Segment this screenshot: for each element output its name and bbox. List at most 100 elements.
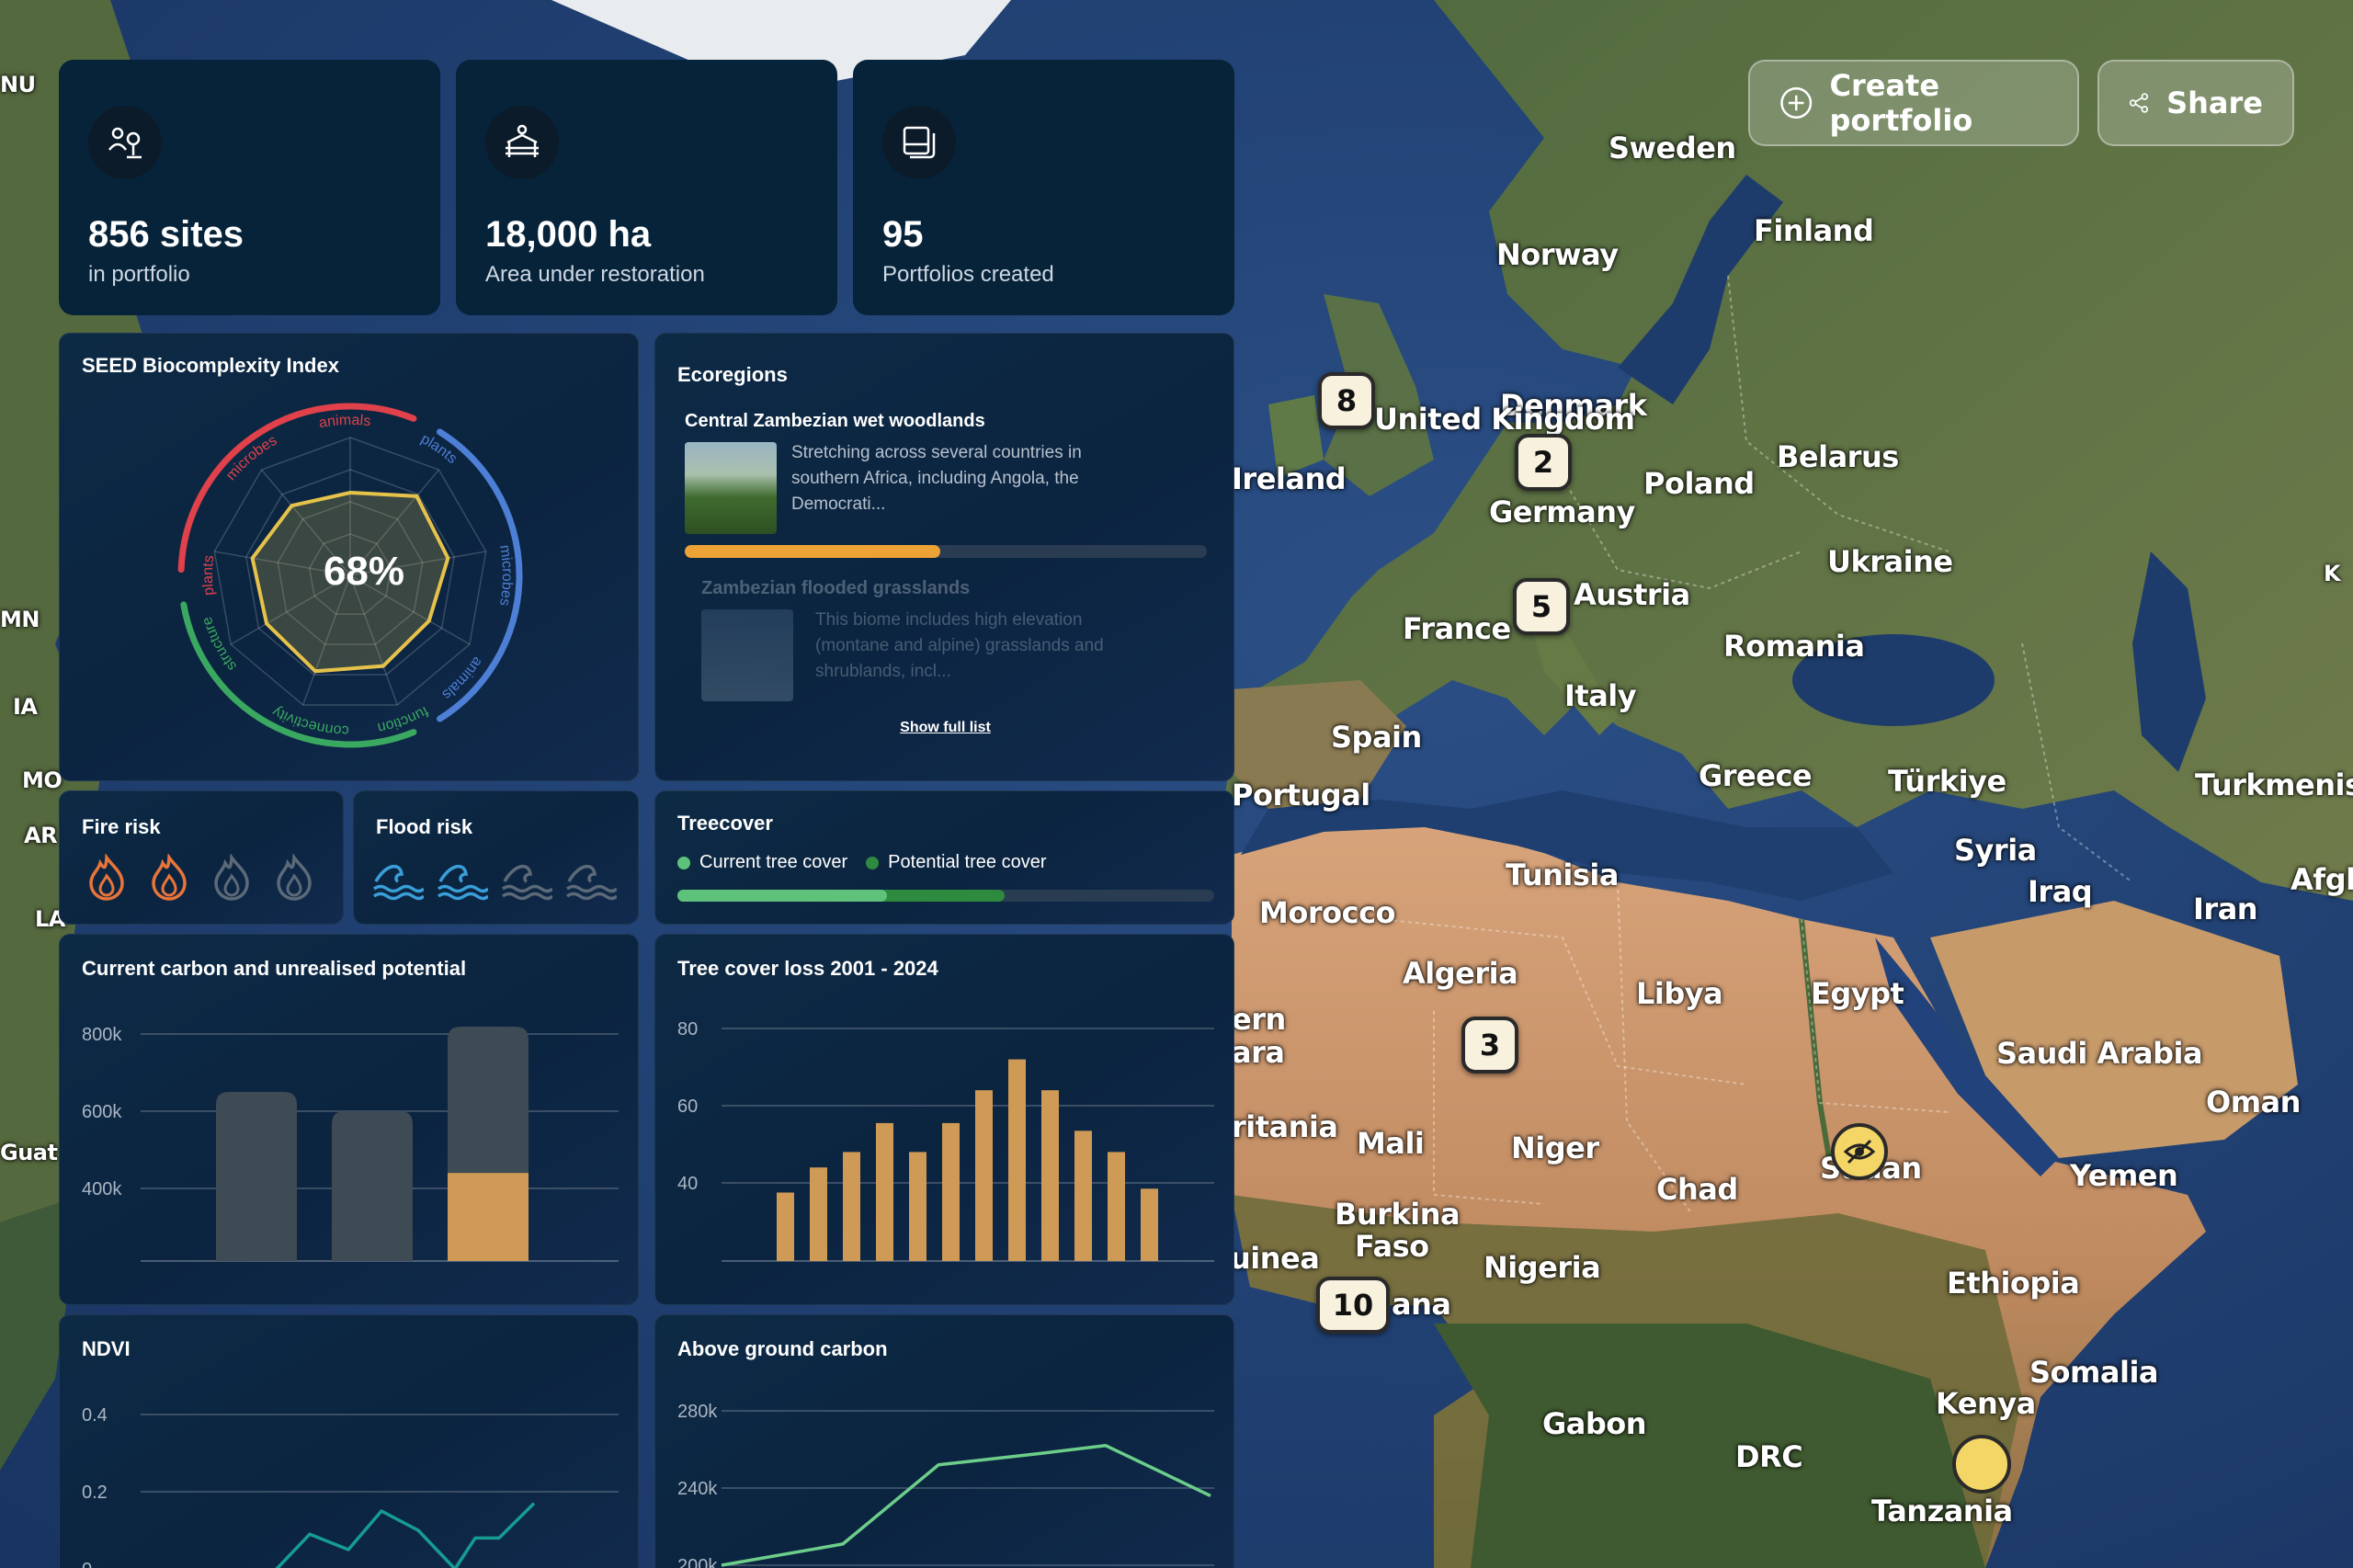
edge-label: IA (13, 694, 38, 720)
cluster-marker-hidden[interactable] (1831, 1123, 1888, 1180)
y-tick-label: 280k (677, 1402, 718, 1422)
tree-loss-panel: Tree cover loss 2001 - 2024 80 60 40 (654, 934, 1234, 1305)
show-full-list-link[interactable]: Show full list (900, 720, 991, 735)
edge-label: K (2324, 561, 2341, 586)
loss-bar (975, 1090, 993, 1261)
y-tick-label: 400k (82, 1179, 122, 1199)
y-tick-label: 80 (677, 1019, 698, 1040)
fire-risk-panel: Fire risk (59, 790, 344, 925)
flood-icon (372, 864, 424, 901)
animals-arc (177, 403, 417, 574)
site-cluster-marker[interactable]: 8 (1318, 372, 1375, 429)
country-label: Niger (1511, 1131, 1599, 1165)
portfolios-label: Portfolios created (882, 262, 1054, 287)
legend-potential-label: Potential tree cover (888, 852, 1047, 872)
flood-risk-title: Flood risk (376, 815, 473, 838)
edge-label: AR (24, 823, 58, 848)
fire-risk-indicator (85, 854, 315, 902)
loss-bar (909, 1152, 926, 1261)
ecoregion-thumbnail-2 (701, 609, 793, 701)
potential-bar (216, 1092, 297, 1261)
radar-axis-label: animals (318, 413, 372, 431)
flood-icon (501, 864, 552, 901)
y-tick-label: 0.2 (82, 1483, 108, 1503)
country-label: Afgh (2290, 862, 2353, 897)
site-cluster-marker[interactable]: 2 (1515, 434, 1572, 491)
stat-card-area: 18,000 ha Area under restoration (456, 60, 837, 315)
create-portfolio-button[interactable]: Create portfolio (1748, 60, 2079, 146)
radar-axis-label: microbes (496, 544, 515, 608)
flood-icon (437, 864, 488, 901)
ecoregions-title: Ecoregions (677, 363, 788, 386)
treecover-legend: Current tree cover Potential tree cover (677, 852, 1047, 873)
fire-icon (214, 854, 249, 901)
site-marker-dot[interactable] (1952, 1435, 2011, 1494)
people-trees-icon (88, 106, 162, 179)
edge-label: MO (22, 767, 63, 793)
country-label: Burkina (1335, 1197, 1461, 1232)
radar-axis-label: function (376, 703, 431, 735)
radar-axis-label: plants (200, 554, 218, 597)
country-label: Denmark (1500, 388, 1647, 423)
plus-circle-icon (1780, 87, 1813, 119)
ecoregion-thumbnail (685, 442, 777, 534)
country-label: uinea (1230, 1241, 1320, 1276)
flood-risk-indicator (372, 854, 617, 902)
loss-bar (810, 1167, 827, 1261)
agc-line-chart: 280k 240k 200k (677, 1402, 1214, 1568)
area-label: Area under restoration (485, 262, 705, 287)
share-button[interactable]: Share (2097, 60, 2294, 146)
agc-title: Above ground carbon (677, 1337, 888, 1360)
country-label: ana (1392, 1287, 1451, 1322)
ecoregion-name[interactable]: Central Zambezian wet woodlands (685, 411, 985, 431)
potential-bar (332, 1111, 413, 1261)
ecoregion-progress-fill (685, 545, 941, 558)
carbon-bar-chart: 800k 600k 400k (82, 1025, 619, 1262)
country-label: Morocco (1259, 895, 1396, 930)
country-label: ara (1232, 1035, 1285, 1070)
country-label: DRC (1735, 1439, 1803, 1474)
ecoregion-progress-track (685, 545, 1207, 558)
tree-loss-bar-chart: 80 60 40 (677, 1019, 1214, 1262)
y-tick-label: 800k (82, 1025, 122, 1045)
loss-bar (876, 1122, 893, 1261)
function-arc (180, 601, 417, 748)
country-label: Italy (1564, 678, 1637, 713)
treecover-title: Treecover (677, 812, 773, 835)
country-label: Poland (1643, 466, 1755, 501)
country-label: Syria (1954, 833, 2037, 868)
radar-axis-label: animals (439, 653, 485, 702)
country-label: Gabon (1542, 1406, 1647, 1441)
radar-axis-label: plants (418, 431, 460, 467)
ecoregions-panel: Ecoregions Central Zambezian wet woodlan… (654, 333, 1234, 781)
country-label: Türkiye (1888, 764, 2006, 799)
documents-icon (882, 106, 956, 179)
loss-bar (777, 1192, 794, 1261)
treecover-panel: Treecover Current tree cover Potential t… (654, 790, 1234, 925)
ecoregion-name-2[interactable]: Zambezian flooded grasslands (701, 578, 971, 598)
agc-panel: Above ground carbon 280k 240k 200k (654, 1314, 1234, 1568)
site-cluster-marker[interactable]: 10 (1316, 1277, 1390, 1334)
site-cluster-marker[interactable]: 3 (1461, 1017, 1518, 1074)
ecoregion-description-2: This biome includes high elevation (mont… (815, 610, 1104, 681)
y-tick-label: 60 (677, 1096, 698, 1117)
loss-bar (1074, 1131, 1092, 1261)
country-label: Oman (2206, 1085, 2301, 1119)
y-tick-label: 240k (677, 1479, 718, 1499)
country-label: United Kingdom (1374, 402, 1635, 437)
loss-bar (1108, 1152, 1125, 1261)
site-cluster-marker[interactable]: 5 (1513, 578, 1570, 635)
stat-card-sites: 856 sites in portfolio (59, 60, 440, 315)
y-tick-label: 0.4 (82, 1405, 108, 1426)
loss-bar (1141, 1188, 1158, 1261)
country-label: Germany (1489, 494, 1635, 529)
ndvi-panel: NDVI 0.4 0.2 0 (59, 1314, 639, 1568)
country-label: Ukraine (1827, 544, 1953, 579)
country-label: Algeria (1403, 956, 1518, 991)
biocomplexity-radar-chart: microbesanimalsplantsplantsmicrobesanima… (177, 403, 523, 748)
land-person-icon (485, 106, 559, 179)
legend-current-swatch (677, 856, 690, 869)
country-label: Iran (2193, 892, 2258, 926)
country-label: France (1403, 611, 1511, 646)
sites-label: in portfolio (88, 262, 190, 287)
